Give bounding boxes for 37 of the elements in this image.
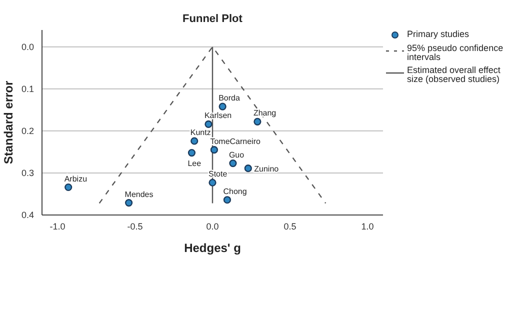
x-axis-title: Hedges' g — [184, 241, 241, 255]
annotation: Guo — [228, 150, 245, 160]
legend-label: Primary studies — [407, 29, 470, 39]
annotation: Zunino — [254, 164, 280, 174]
point — [254, 118, 262, 126]
point — [244, 164, 252, 172]
point — [210, 146, 218, 154]
annotation: Lee — [188, 158, 202, 168]
x-tick-label: 0.0 — [206, 221, 219, 232]
point — [125, 199, 133, 207]
x-tick-label: 1.0 — [361, 221, 374, 232]
point — [208, 178, 216, 186]
y-tick-label: 0.0 — [21, 42, 34, 52]
x-tick-label: -1.0 — [50, 221, 66, 232]
y-axis-title: Standard error — [1, 80, 16, 164]
point — [190, 137, 198, 145]
annotation: Borda — [218, 94, 240, 103]
annotation: Zhang — [253, 108, 276, 118]
chart-title: Funnel Plot — [182, 13, 244, 25]
y-tick-label: 0.2 — [21, 126, 34, 136]
point — [188, 148, 196, 157]
legend-label: Estimated overall effect size (observed studies) — [407, 65, 502, 84]
annotation: Mendes — [124, 190, 154, 199]
annotation: Kuntz — [190, 128, 211, 137]
point — [229, 159, 237, 168]
point — [223, 196, 232, 204]
y-tick-label: 0.3 — [21, 168, 34, 178]
annotation: Chong — [223, 186, 247, 196]
annotation: Arbizu — [64, 174, 88, 184]
point — [218, 102, 226, 110]
legend-label: 95% pseudo confidence intervals — [407, 43, 504, 62]
x-tick-label: 0.5 — [284, 221, 296, 232]
x-tick-label: -0.5 — [127, 221, 143, 232]
point — [204, 120, 212, 128]
y-tick-label: 0.1 — [21, 84, 34, 94]
y-tick-label: 0.4 — [21, 210, 34, 220]
point — [64, 183, 72, 192]
